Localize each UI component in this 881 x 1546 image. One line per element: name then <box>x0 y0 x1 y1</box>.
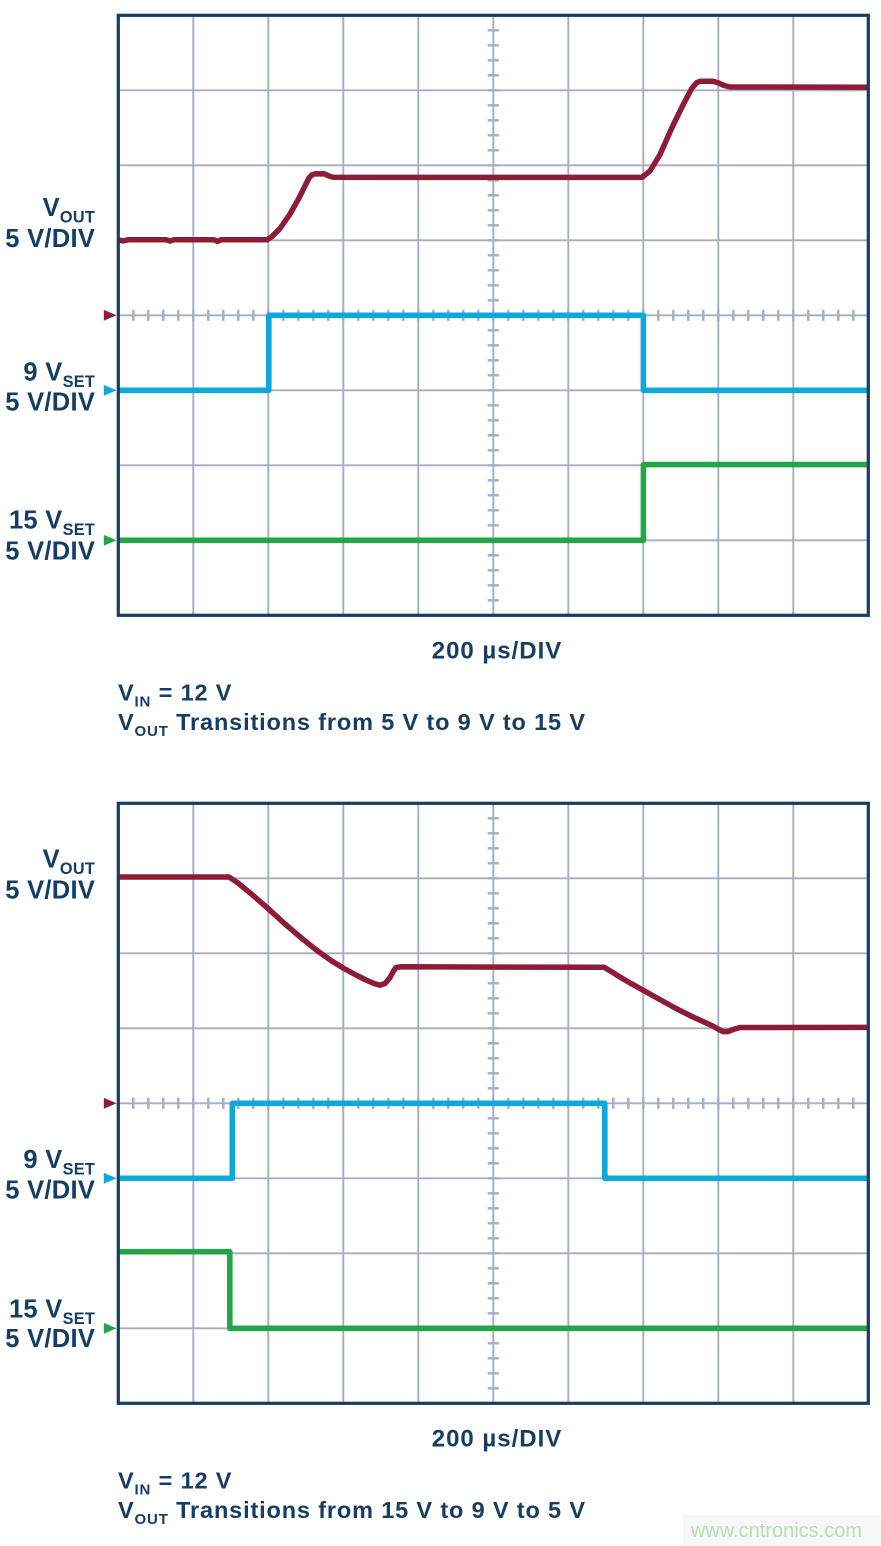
svg-text:5 V/DIV: 5 V/DIV <box>5 877 95 905</box>
svg-text:VIN = 12 V: VIN = 12 V <box>118 680 232 711</box>
svg-text:5 V/DIV: 5 V/DIV <box>5 1176 95 1204</box>
svg-text:www.cntronics.com: www.cntronics.com <box>690 1520 862 1542</box>
svg-text:9 VSET: 9 VSET <box>23 1146 95 1179</box>
svg-text:5 V/DIV: 5 V/DIV <box>5 1325 95 1353</box>
svg-text:9 VSET: 9 VSET <box>23 358 95 391</box>
svg-text:15 VSET: 15 VSET <box>9 507 95 540</box>
svg-text:VOUT: VOUT <box>43 846 96 879</box>
svg-text:5 V/DIV: 5 V/DIV <box>5 537 95 565</box>
svg-text:VOUT Transitions from 5 V to 9: VOUT Transitions from 5 V to 9 V to 15 V <box>118 709 586 740</box>
svg-text:200 µs/DIV: 200 µs/DIV <box>432 638 563 665</box>
svg-text:VIN = 12 V: VIN = 12 V <box>118 1468 232 1499</box>
svg-text:VOUT Transitions from 15 V to: VOUT Transitions from 15 V to 9 V to 5 V <box>118 1497 586 1528</box>
svg-text:15 VSET: 15 VSET <box>9 1296 95 1329</box>
svg-text:VOUT: VOUT <box>43 194 96 227</box>
svg-text:5 V/DIV: 5 V/DIV <box>5 225 95 253</box>
svg-text:200 µs/DIV: 200 µs/DIV <box>432 1426 563 1453</box>
svg-text:5 V/DIV: 5 V/DIV <box>5 388 95 416</box>
